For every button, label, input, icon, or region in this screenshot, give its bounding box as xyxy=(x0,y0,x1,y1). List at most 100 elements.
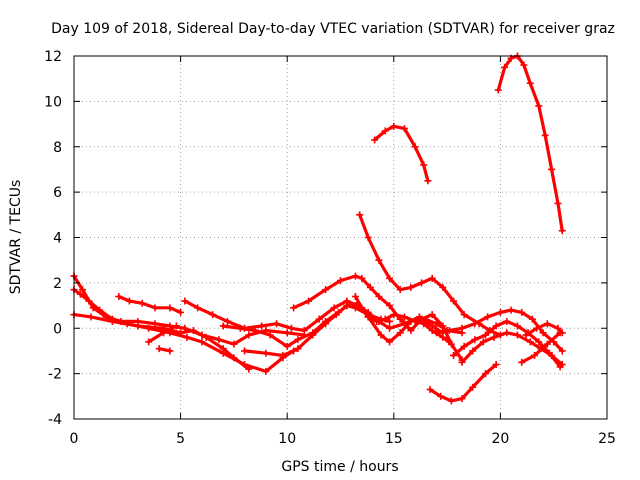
data-point xyxy=(449,297,457,305)
data-point xyxy=(251,327,259,335)
data-point xyxy=(535,338,543,346)
data-point xyxy=(96,306,104,314)
y-tick-label: 6 xyxy=(53,185,62,201)
data-point xyxy=(543,340,551,348)
data-point xyxy=(230,340,238,348)
data-point xyxy=(294,336,302,344)
data-point xyxy=(458,395,466,403)
data-point xyxy=(558,329,566,337)
data-point xyxy=(294,345,302,353)
data-point xyxy=(503,317,511,325)
data-point xyxy=(155,345,163,353)
series-track-16 xyxy=(432,306,566,355)
axis-ticks xyxy=(73,55,608,420)
data-point xyxy=(469,383,477,391)
data-point xyxy=(526,79,534,87)
data-point xyxy=(494,86,502,94)
series-line xyxy=(292,274,464,362)
data-point xyxy=(428,311,436,319)
data-point xyxy=(513,322,521,330)
data-point xyxy=(558,227,566,235)
data-point xyxy=(518,308,526,316)
data-point xyxy=(134,322,142,330)
data-point xyxy=(445,327,453,335)
series-track-17 xyxy=(458,329,566,369)
series-line xyxy=(520,331,562,364)
data-point xyxy=(531,351,539,359)
data-point xyxy=(115,292,123,300)
data-point xyxy=(283,329,291,337)
data-point xyxy=(76,290,84,298)
data-point xyxy=(172,322,180,330)
data-point xyxy=(351,272,359,280)
data-point xyxy=(283,342,291,350)
series-track-6 xyxy=(155,345,174,355)
data-point xyxy=(332,311,340,319)
data-point xyxy=(439,283,447,291)
data-point xyxy=(481,370,489,378)
data-point xyxy=(177,329,185,337)
data-point xyxy=(309,331,317,339)
data-point xyxy=(386,274,394,282)
data-point xyxy=(375,256,383,264)
data-point xyxy=(258,322,266,330)
data-point xyxy=(215,336,223,344)
data-point xyxy=(520,61,528,69)
data-point xyxy=(245,331,253,339)
x-tick-label: 15 xyxy=(385,431,403,447)
data-point xyxy=(548,351,556,359)
data-point xyxy=(224,317,232,325)
data-point xyxy=(300,327,308,335)
data-point xyxy=(460,311,468,319)
data-point xyxy=(471,336,479,344)
data-point xyxy=(471,320,479,328)
series-track-5 xyxy=(145,322,180,346)
x-tick-label: 20 xyxy=(491,431,509,447)
data-point xyxy=(364,313,372,321)
data-point xyxy=(490,333,498,341)
data-point xyxy=(428,274,436,282)
data-point xyxy=(85,297,93,305)
data-point xyxy=(386,324,394,332)
data-point xyxy=(533,324,541,332)
data-point xyxy=(356,211,364,219)
data-point xyxy=(181,297,189,305)
data-point xyxy=(439,322,447,330)
series-track-14 xyxy=(426,361,500,405)
data-point xyxy=(358,304,366,312)
data-point xyxy=(460,342,468,350)
data-point xyxy=(375,292,383,300)
x-axis-label: GPS time / hours xyxy=(281,459,398,475)
data-point xyxy=(420,161,428,169)
data-point xyxy=(492,322,500,330)
data-point xyxy=(481,331,489,339)
data-point xyxy=(411,143,419,151)
x-tick-label: 25 xyxy=(598,431,616,447)
data-point xyxy=(507,306,515,314)
data-point xyxy=(160,329,168,337)
y-tick-label: 0 xyxy=(53,321,62,337)
series-line xyxy=(353,294,451,344)
data-point xyxy=(125,297,133,305)
y-tick-label: -4 xyxy=(48,412,62,428)
data-point xyxy=(87,313,95,321)
x-tick-label: 10 xyxy=(278,431,296,447)
data-point xyxy=(381,315,389,323)
data-point xyxy=(330,304,338,312)
data-point xyxy=(558,347,566,355)
data-point xyxy=(373,317,381,325)
data-point xyxy=(358,274,366,282)
data-point xyxy=(526,338,534,346)
data-point xyxy=(202,333,210,341)
data-point xyxy=(411,317,419,325)
data-point xyxy=(539,329,547,337)
data-point xyxy=(424,177,432,185)
data-point xyxy=(458,358,466,366)
tick-labels: 0 5 10 15 20 25 -4 -2 0 2 4 6 8 10 12 xyxy=(44,49,616,447)
data-point xyxy=(108,317,116,325)
data-point xyxy=(503,329,511,337)
series-track-11 xyxy=(351,292,453,346)
data-point xyxy=(351,304,359,312)
